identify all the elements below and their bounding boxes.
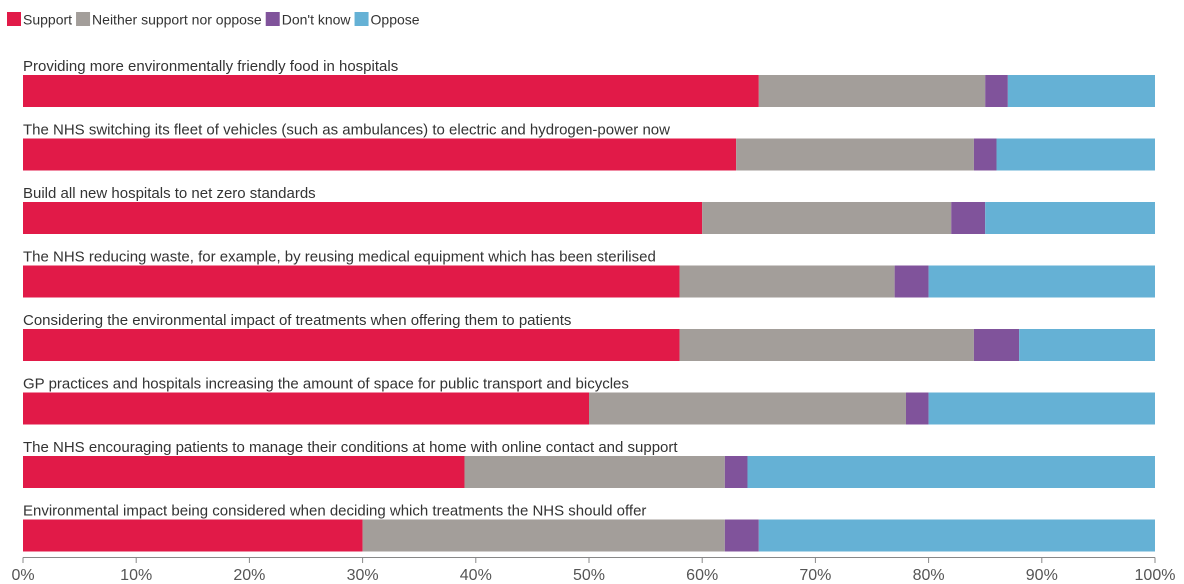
- legend-swatch-support: [7, 12, 21, 26]
- x-tick-label: 60%: [686, 567, 718, 584]
- category-label: Considering the environmental impact of …: [23, 312, 571, 329]
- bar-segment-oppose: [1019, 329, 1155, 361]
- x-tick-label: 70%: [799, 567, 831, 584]
- category-label: Environmental impact being considered wh…: [23, 503, 646, 520]
- x-tick-label: 100%: [1135, 567, 1176, 584]
- bar-segment-support: [23, 138, 737, 171]
- bar-segment-oppose: [1007, 75, 1155, 107]
- legend-label-neither-support-nor-oppose: Neither support nor oppose: [92, 12, 262, 28]
- category-label: GP practices and hospitals increasing th…: [23, 376, 629, 393]
- legend-label-oppose: Oppose: [371, 12, 420, 28]
- x-tick-label: 50%: [573, 567, 605, 584]
- x-tick-label: 30%: [347, 567, 379, 584]
- legend-swatch-neither-support-nor-oppose: [76, 12, 91, 26]
- x-tick-label: 10%: [120, 567, 152, 584]
- bar-segment-don-t-know: [724, 456, 748, 488]
- bar-segment-oppose: [996, 138, 1155, 171]
- bar-segment-don-t-know: [973, 329, 1020, 361]
- bar-segment-support: [23, 456, 465, 488]
- bar-row: The NHS switching its fleet of vehicles …: [23, 122, 1155, 171]
- legend-swatch-oppose: [354, 12, 369, 26]
- bar-row: Environmental impact being considered wh…: [23, 503, 1155, 552]
- bar-segment-neither-support-nor-oppose: [736, 138, 974, 171]
- bar-rows: Providing more environmentally friendly …: [23, 58, 1155, 552]
- bar-segment-neither-support-nor-oppose: [362, 519, 725, 552]
- bar-segment-oppose: [758, 519, 1155, 552]
- bar-segment-neither-support-nor-oppose: [679, 265, 895, 298]
- bar-row: Considering the environmental impact of …: [23, 312, 1155, 361]
- x-tick-label: 90%: [1026, 567, 1058, 584]
- bar-segment-support: [23, 329, 680, 361]
- bar-segment-support: [23, 202, 703, 234]
- bar-segment-don-t-know: [985, 75, 1008, 107]
- bar-row: The NHS encouraging patients to manage t…: [23, 439, 1155, 488]
- bar-segment-neither-support-nor-oppose: [702, 202, 952, 234]
- legend-label-don-t-know: Don't know: [282, 12, 352, 28]
- bar-segment-don-t-know: [973, 138, 997, 171]
- category-label: Providing more environmentally friendly …: [23, 58, 398, 75]
- bar-segment-support: [23, 519, 363, 552]
- category-label: Build all new hospitals to net zero stan…: [23, 185, 316, 202]
- bar-row: GP practices and hospitals increasing th…: [23, 376, 1155, 425]
- bar-segment-oppose: [928, 392, 1155, 425]
- bar-segment-neither-support-nor-oppose: [758, 75, 986, 107]
- category-label: The NHS encouraging patients to manage t…: [23, 439, 678, 456]
- bar-segment-oppose: [985, 202, 1155, 234]
- legend: Support Neither support nor oppose Don't k…: [7, 12, 420, 28]
- x-axis: 0% 10% 20% 30% 40% 50% 60% 70% 80% 90% 100%: [11, 557, 1176, 584]
- legend-swatch-don-t-know: [265, 12, 280, 26]
- bar-segment-support: [23, 75, 759, 107]
- bar-segment-don-t-know: [894, 265, 929, 298]
- bar-segment-don-t-know: [724, 519, 759, 552]
- bar-segment-don-t-know: [951, 202, 986, 234]
- bar-row: Providing more environmentally friendly …: [23, 58, 1155, 107]
- category-label: The NHS reducing waste, for example, by …: [23, 249, 656, 266]
- bar-segment-support: [23, 265, 680, 298]
- x-tick-label: 0%: [11, 567, 34, 584]
- bar-segment-neither-support-nor-oppose: [679, 329, 974, 361]
- bar-segment-neither-support-nor-oppose: [464, 456, 725, 488]
- bar-segment-don-t-know: [905, 392, 929, 425]
- bar-row: Build all new hospitals to net zero stan…: [23, 185, 1155, 234]
- bar-row: The NHS reducing waste, for example, by …: [23, 249, 1155, 298]
- bar-segment-oppose: [928, 265, 1155, 298]
- x-tick-label: 20%: [233, 567, 265, 584]
- x-tick-label: 40%: [460, 567, 492, 584]
- bar-segment-support: [23, 392, 589, 425]
- bar-segment-neither-support-nor-oppose: [589, 392, 906, 425]
- category-label: The NHS switching its fleet of vehicles …: [23, 122, 670, 139]
- bar-segment-oppose: [747, 456, 1155, 488]
- x-tick-label: 80%: [913, 567, 945, 584]
- legend-label-support: Support: [23, 12, 72, 28]
